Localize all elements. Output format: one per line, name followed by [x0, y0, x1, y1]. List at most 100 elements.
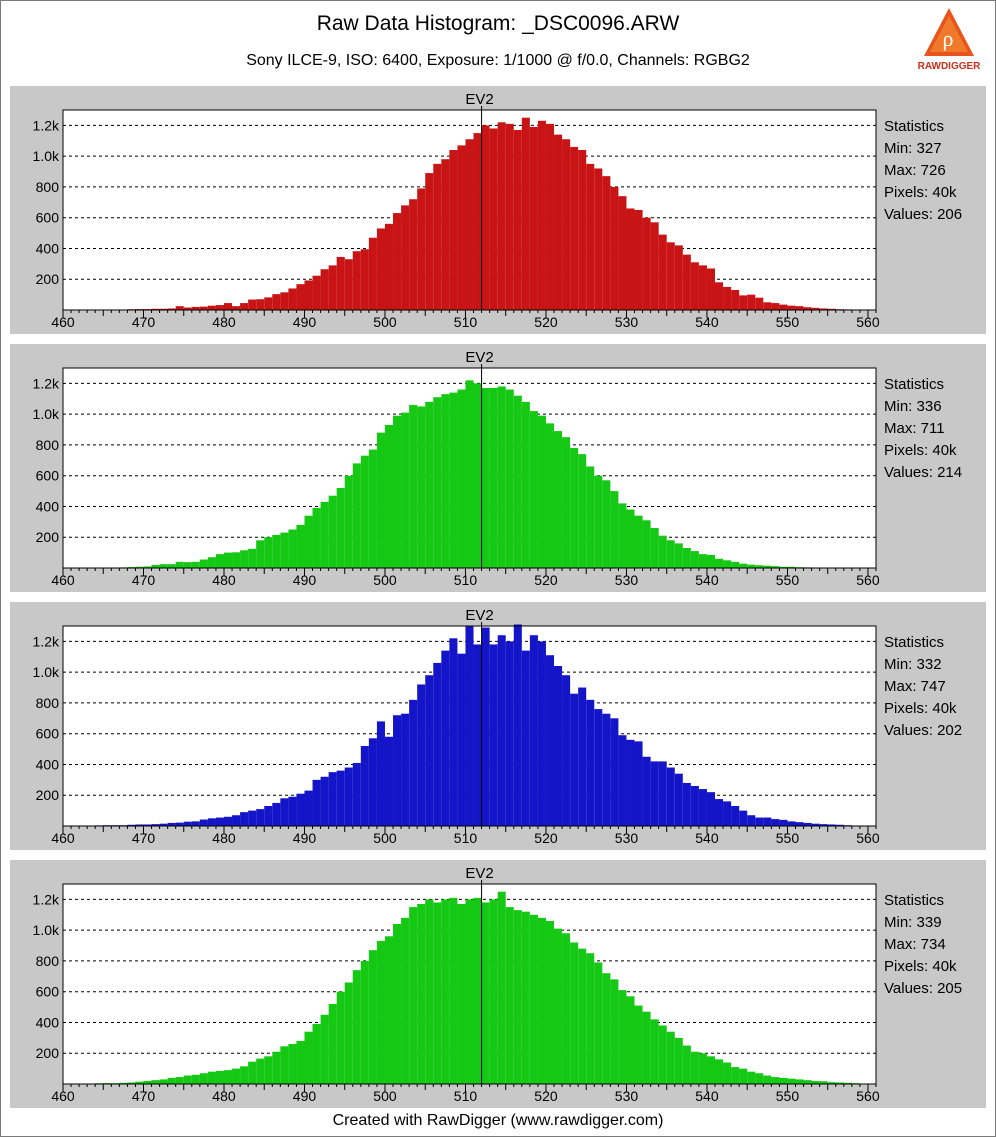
histogram-bar [280, 532, 289, 568]
histogram-bar [393, 213, 402, 310]
histogram-bar [207, 818, 216, 826]
histogram-bar [698, 1053, 707, 1084]
histogram-bar [232, 815, 241, 826]
histogram-bar [497, 386, 506, 568]
histogram-bar [288, 1044, 297, 1084]
x-tick-label: 480 [212, 314, 236, 330]
histogram-bar [433, 902, 442, 1084]
histogram-bar [513, 130, 522, 310]
histogram-bar [151, 824, 160, 826]
histogram-bar [755, 565, 764, 568]
histogram-bar [223, 303, 233, 310]
histogram-bar [376, 228, 385, 310]
histogram-bar [610, 186, 619, 310]
histogram-bar [521, 911, 530, 1084]
histogram-bar [248, 810, 257, 826]
histogram-bar [594, 962, 603, 1084]
histogram-bar [706, 1056, 716, 1084]
histogram-bar [634, 741, 643, 826]
histogram-bar [513, 395, 522, 568]
histogram-bar [264, 297, 273, 310]
y-tick-label: 200 [36, 787, 60, 803]
histogram-bar [159, 823, 168, 826]
y-tick-label: 200 [36, 1045, 60, 1061]
histogram-bar [159, 308, 168, 310]
page-subtitle: Sony ILCE-9, ISO: 6400, Exposure: 1/1000… [246, 52, 750, 69]
histogram-bar [698, 789, 707, 826]
histogram-bar [763, 565, 772, 568]
histogram-bar [578, 454, 587, 568]
histogram-bar [779, 304, 788, 310]
histogram-bar [441, 650, 450, 826]
histogram-bar [288, 529, 297, 568]
x-tick-label: 560 [856, 572, 880, 588]
histogram-bar [457, 904, 466, 1084]
histogram-bar [384, 736, 394, 826]
histogram-bar [690, 551, 699, 568]
histogram-bar [586, 699, 595, 826]
histogram-bar [336, 770, 345, 826]
histogram-bar [650, 528, 659, 568]
x-tick-label: 520 [534, 314, 558, 330]
histogram-bar [658, 535, 667, 568]
histogram-bar [336, 256, 345, 310]
histogram-bar [207, 557, 216, 568]
histogram-bar [666, 242, 675, 310]
histogram-bar [739, 295, 748, 310]
histogram-bar [441, 159, 450, 310]
histogram-bar [570, 146, 579, 310]
histogram-bar [763, 817, 772, 826]
histogram-bar [771, 303, 780, 310]
histogram-bar [481, 388, 490, 568]
x-tick-label: 500 [373, 1088, 397, 1104]
histogram-bar [771, 1077, 780, 1084]
histogram-bar [521, 401, 530, 568]
histogram-bar [191, 821, 200, 826]
histogram-bar [393, 924, 402, 1084]
histogram-bar [344, 259, 353, 310]
histogram-bar [384, 223, 394, 310]
histogram-bar [715, 799, 724, 826]
chart-title: EV2 [465, 607, 493, 624]
histogram-bar [731, 806, 740, 826]
x-tick-label: 530 [615, 572, 639, 588]
histogram-bar [248, 299, 257, 310]
histogram-bar [409, 199, 418, 310]
histogram-bar [747, 815, 756, 826]
histogram-bar [207, 305, 216, 310]
histogram-bar [505, 907, 514, 1084]
histogram-bar [135, 824, 144, 826]
x-tick-label: 550 [776, 572, 800, 588]
x-tick-label: 550 [776, 1088, 800, 1104]
logo-triangle-inner [930, 16, 968, 52]
histogram-bar [747, 1071, 756, 1084]
x-tick-label: 460 [51, 830, 75, 846]
statistics-block: Statistics Min: 332 Max: 747 Pixels: 40k… [884, 632, 984, 742]
y-tick-label: 800 [36, 179, 60, 195]
stats-pixels: Pixels: 40k [884, 958, 957, 975]
stats-values: Values: 206 [884, 206, 963, 223]
histogram-bar [562, 139, 571, 310]
histogram-bar [674, 773, 683, 826]
histogram-chart-red: 200 400 600 800 1.0k 1.2k 460 470 480 490 500 510 52… [33, 91, 880, 330]
histogram-bar [360, 746, 369, 826]
histogram-bar [240, 1066, 249, 1084]
histogram-bar [658, 234, 667, 310]
histogram-bar [272, 1051, 281, 1084]
plot-border [62, 367, 877, 569]
histogram-bar [787, 305, 796, 310]
x-tick-label: 520 [534, 1088, 558, 1104]
page-title: Raw Data Histogram: _DSC0096.ARW [316, 12, 680, 35]
x-tick-label: 470 [132, 572, 156, 588]
histogram-bar [232, 306, 241, 310]
y-tick-label: 1.2k [33, 633, 60, 649]
x-tick-label: 510 [454, 572, 478, 588]
stats-pixels: Pixels: 40k [884, 184, 957, 201]
histogram-bar [554, 666, 563, 826]
histogram-bar [779, 819, 788, 826]
histogram-bar [167, 308, 176, 310]
histogram-bar [610, 979, 619, 1084]
histogram-bar [642, 217, 651, 310]
histogram-bar [545, 655, 555, 826]
histogram-bar [489, 388, 498, 568]
